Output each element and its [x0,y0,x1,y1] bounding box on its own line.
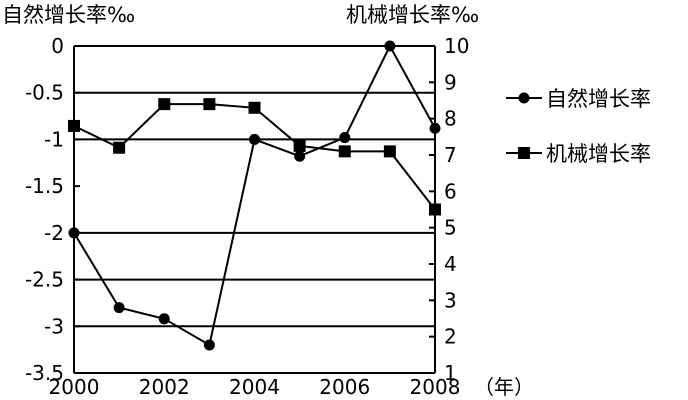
right-tick-label: 1 [444,361,457,385]
data-point-square [113,141,126,154]
data-point-circle [158,313,170,325]
data-point-circle [429,122,441,134]
x-tick-label: 2004 [229,375,280,399]
right-tick-label: 8 [444,107,457,131]
right-axis-title: 机械增长率‰ [346,3,479,27]
right-tick-label: 3 [444,288,457,312]
left-tick-label: -3 [44,314,64,338]
data-point-circle [339,132,351,144]
series-lines [73,43,436,347]
gridlines [74,91,435,328]
data-point-circle [203,339,215,351]
data-point-circle [384,40,396,52]
left-tick-label: -1 [44,127,64,151]
data-point-square [203,98,216,111]
right-tick-label: 4 [444,252,457,276]
right-tick-label: 7 [444,143,457,167]
right-tick-label: 5 [444,216,457,240]
data-point-circle [249,133,260,145]
left-tick-label: -3.5 [25,361,64,385]
left-tick-label: 0 [51,34,64,58]
x-tick-label: 2006 [319,375,370,399]
right-tick-label: 9 [444,70,457,94]
left-axis-title: 自然增长率‰ [2,3,135,27]
left-tick-label: -0.5 [25,81,64,105]
data-point-circle [113,302,125,314]
left-tick-label: -2 [44,221,64,245]
data-point-square [248,101,261,114]
data-point-circle [294,150,306,162]
x-tick-label: 2008 [410,375,461,399]
data-point-square [338,145,351,158]
data-point-circle [68,227,80,239]
legend-marker-circle [518,92,530,104]
data-point-square [68,119,80,132]
series-line-circle [73,43,436,347]
data-point-square [429,203,441,216]
right-tick-label: 10 [444,34,469,58]
series-markers [68,40,441,351]
legend-label: 机械增长率 [546,142,651,166]
data-point-square [293,139,306,152]
left-tick-label: -1.5 [25,174,64,198]
x-axis-unit: （年） [474,375,534,399]
x-tick-label: 2002 [139,375,190,399]
legend-label: 自然增长率 [546,87,651,111]
legend-marker-square [518,147,530,159]
data-point-square [383,145,396,158]
right-tick-label: 6 [444,179,457,203]
left-tick-label: -2.5 [25,268,64,292]
plot-frame [73,45,436,374]
data-point-square [158,98,171,111]
series-line-square [73,103,436,211]
axis-labels: 0 -0.5 -1 -1.5 -2 -2.5 -3 -3.5 1 2 3 4 5 6 7 8 9 10 2000 20… [25,34,469,399]
x-tick-label: 2000 [49,375,100,399]
right-tick-label: 2 [444,325,457,349]
